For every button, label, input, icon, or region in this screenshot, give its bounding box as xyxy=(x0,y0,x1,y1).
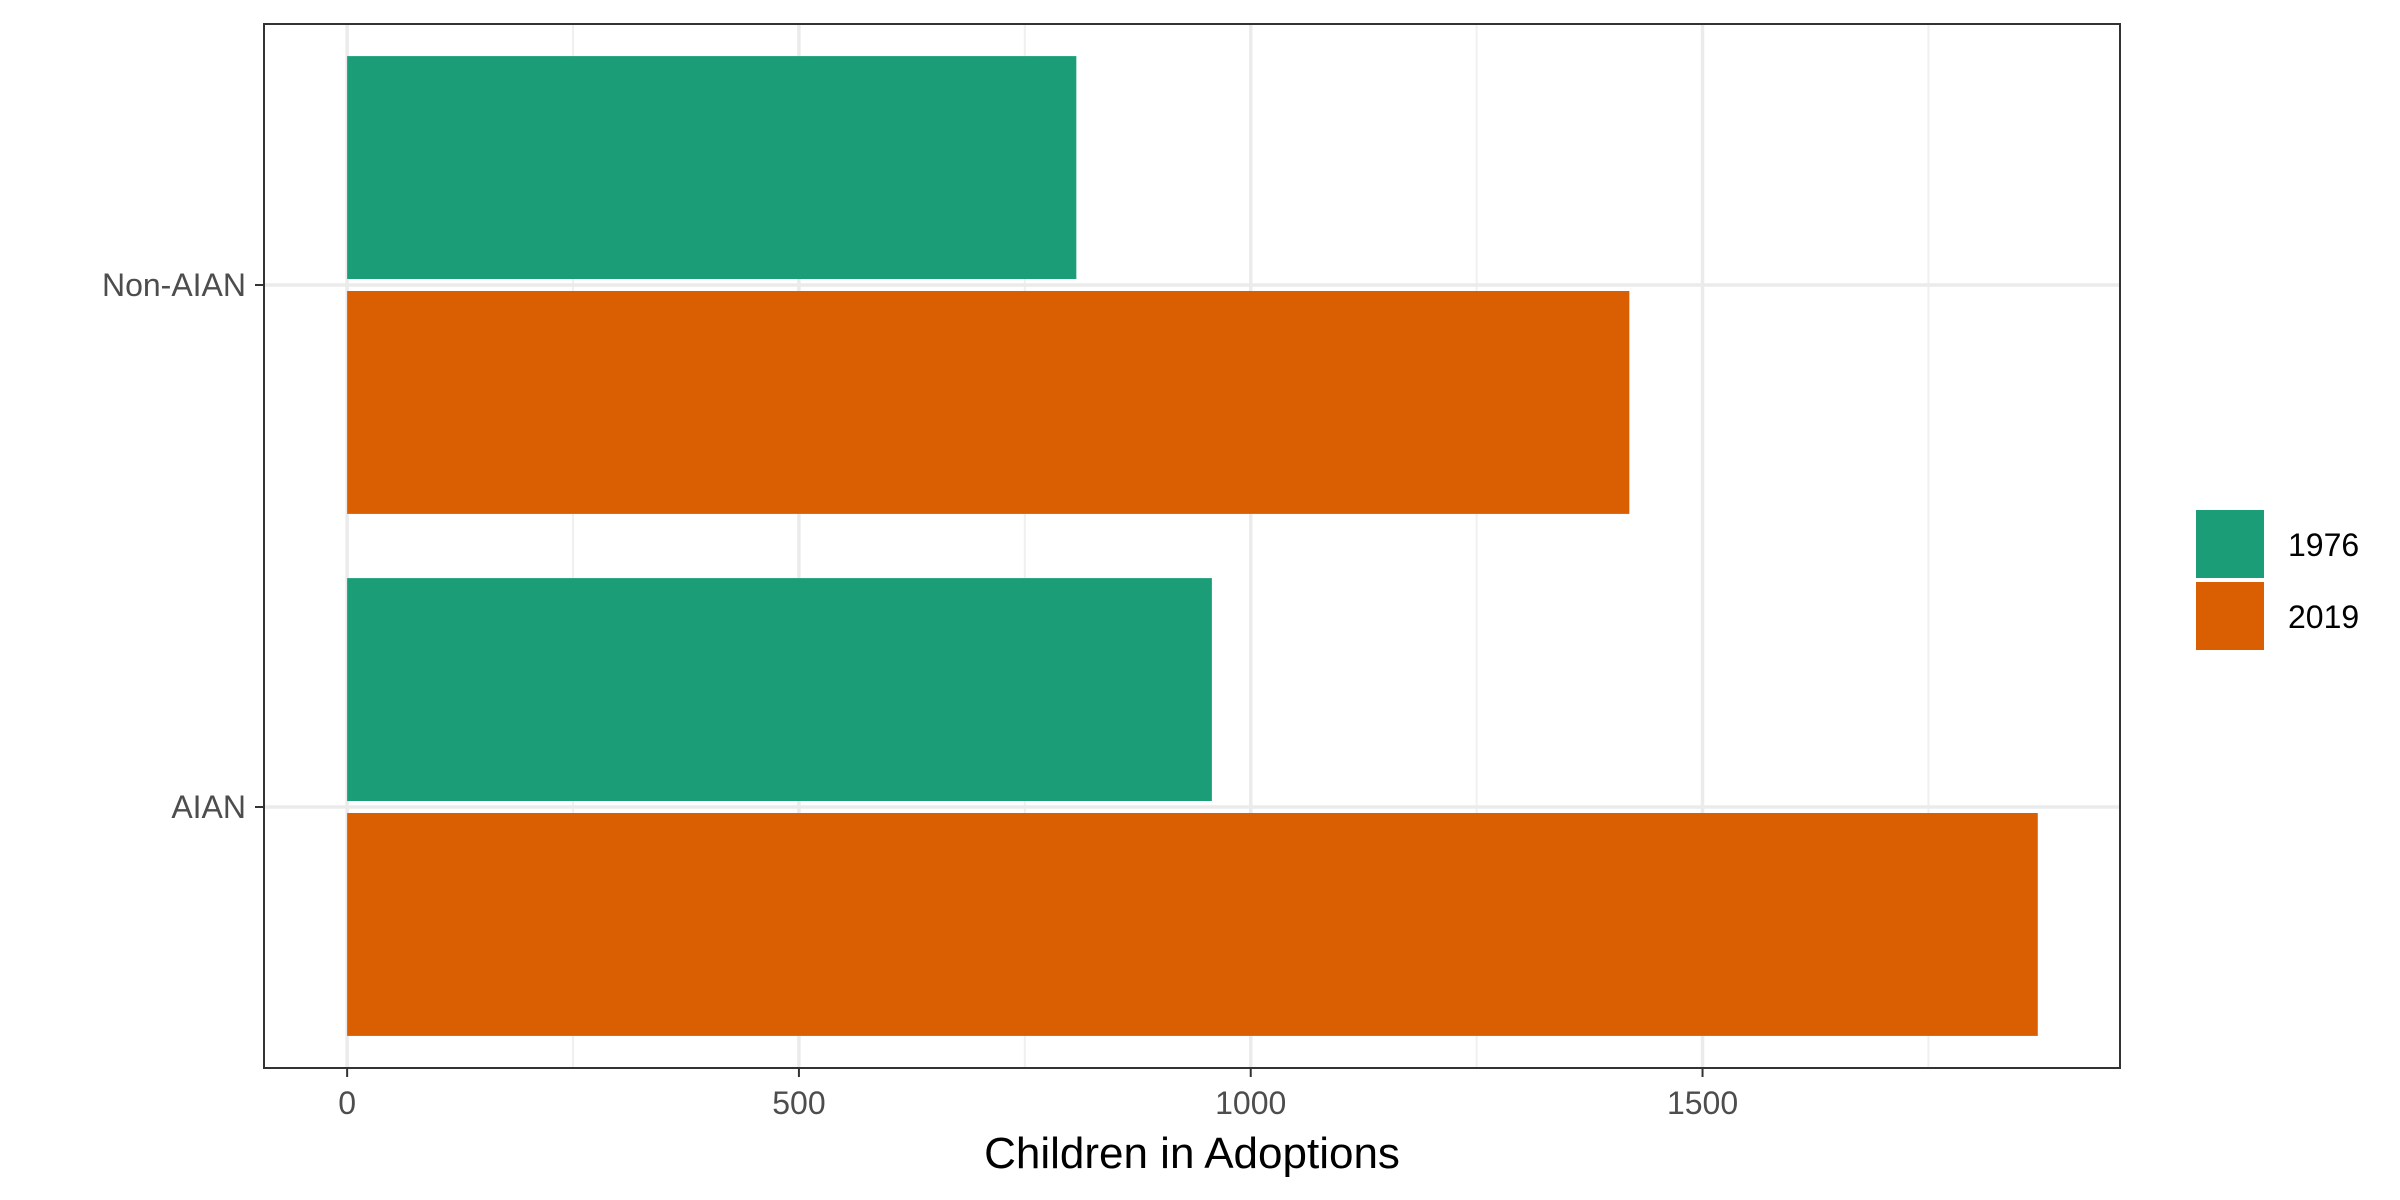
y-tick-label: AIAN xyxy=(171,789,246,825)
x-tick-label: 1500 xyxy=(1667,1085,1738,1121)
x-axis-title: Children in Adoptions xyxy=(984,1129,1400,1178)
bar-non-aian-1976 xyxy=(347,56,1077,279)
bar-non-aian-2019 xyxy=(347,291,1630,514)
x-tick-label: 1000 xyxy=(1215,1085,1286,1121)
bars xyxy=(347,56,2038,1036)
legend-key-1976 xyxy=(2196,510,2264,578)
legend-label-2019: 2019 xyxy=(2288,599,2359,635)
x-tick-label: 500 xyxy=(772,1085,825,1121)
plot-border xyxy=(263,23,2121,1069)
x-tick-label: 0 xyxy=(338,1085,356,1121)
legend: 1976 2019 xyxy=(2196,510,2359,650)
legend-label-1976: 1976 xyxy=(2288,527,2359,563)
axes: 0 500 1000 1500 AIAN Non-AIAN xyxy=(102,267,1738,1121)
bar-aian-1976 xyxy=(347,578,1212,801)
legend-key-2019 xyxy=(2196,582,2264,650)
bar-aian-2019 xyxy=(347,813,2038,1036)
y-tick-label: Non-AIAN xyxy=(102,267,246,303)
